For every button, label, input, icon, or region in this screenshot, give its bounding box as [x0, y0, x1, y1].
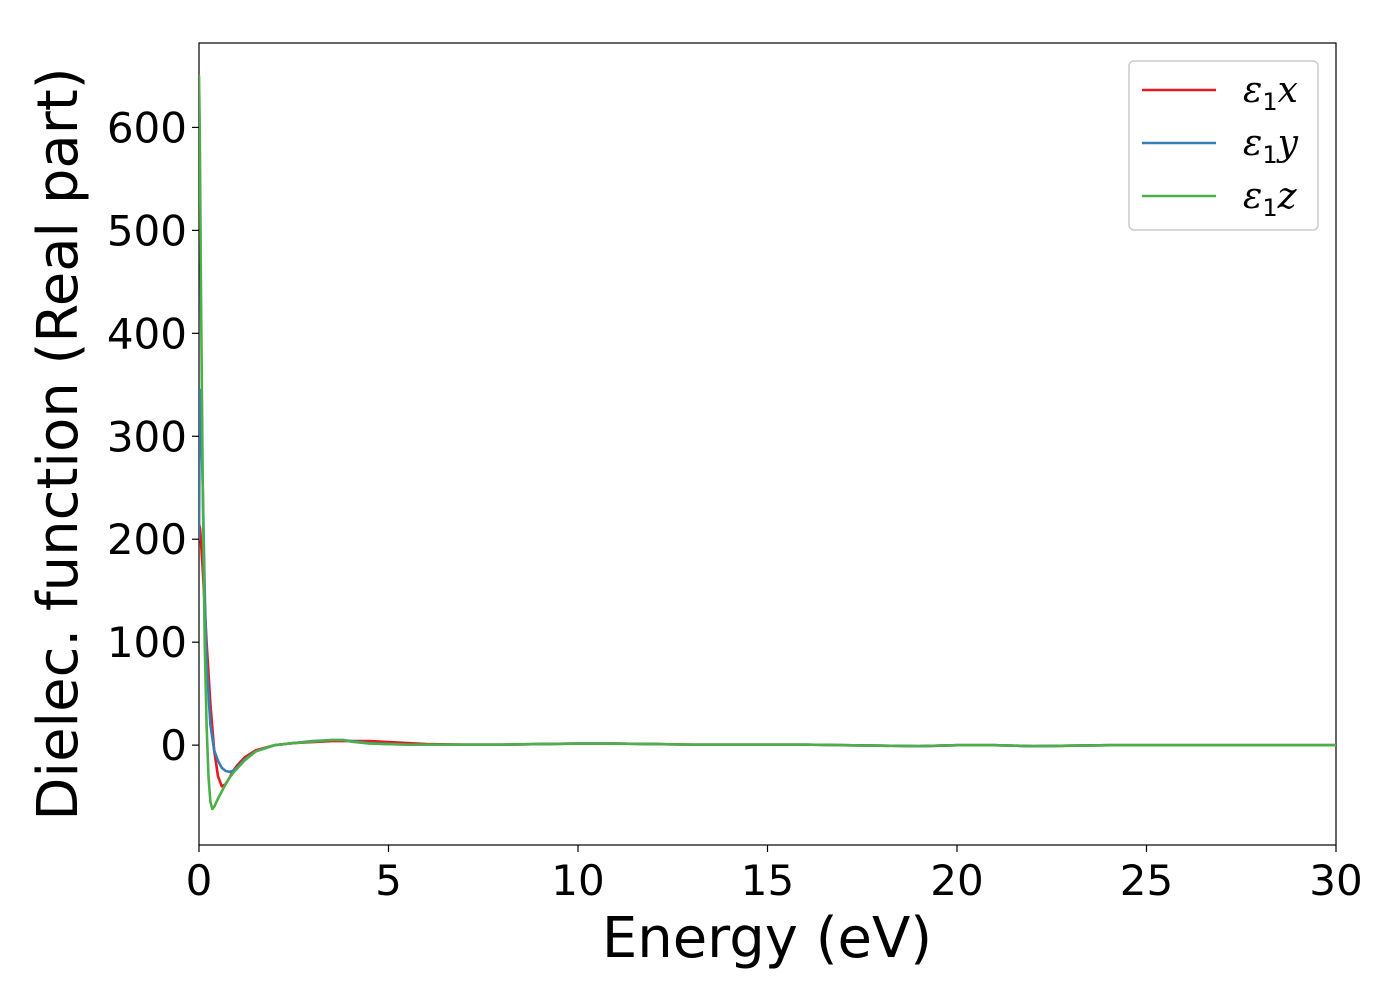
- x-tick-label: 30: [1309, 856, 1362, 905]
- x-tick-label: 25: [1120, 856, 1173, 905]
- y-tick-label: 100: [107, 618, 187, 667]
- legend-label-z: ε1z: [1243, 176, 1298, 222]
- y-tick-label: 500: [107, 206, 187, 255]
- legend-label-subscript: 1: [1262, 88, 1277, 116]
- legend-label-main: ε: [1243, 123, 1262, 164]
- legend-box: [1128, 60, 1319, 231]
- x-tick-label: 20: [930, 856, 983, 905]
- legend-label-x: ε1x: [1243, 70, 1298, 116]
- legend-label-subscript: 1: [1262, 194, 1277, 222]
- legend-label-suffix: x: [1278, 70, 1298, 111]
- x-tick-label: 15: [741, 856, 794, 905]
- x-axis-label: Energy (eV): [602, 906, 932, 971]
- y-tick-label: 300: [107, 412, 187, 461]
- y-axis-ticks: 0 100 200 300 400 500 600: [107, 103, 199, 770]
- y-tick-label: 600: [107, 103, 187, 152]
- legend-label-suffix: z: [1277, 176, 1298, 217]
- legend-label-suffix: y: [1276, 123, 1299, 164]
- y-axis-label: Dielec. function (Real part): [26, 67, 91, 820]
- legend-label-main: ε: [1243, 176, 1262, 217]
- legend-label-y: ε1y: [1243, 123, 1299, 169]
- y-tick-label: 0: [160, 721, 187, 770]
- y-tick-label: 200: [107, 515, 187, 564]
- legend-label-subscript: 1: [1262, 141, 1277, 169]
- series-line-z: [199, 74, 1336, 811]
- y-tick-label: 400: [107, 309, 187, 358]
- x-tick-label: 5: [375, 856, 402, 905]
- series-layer: [199, 74, 1336, 811]
- x-tick-label: 0: [186, 856, 213, 905]
- legend-label-main: ε: [1243, 70, 1262, 111]
- x-axis-ticks: 0 5 10 15 20 25 30: [186, 845, 1363, 905]
- x-tick-label: 10: [551, 856, 604, 905]
